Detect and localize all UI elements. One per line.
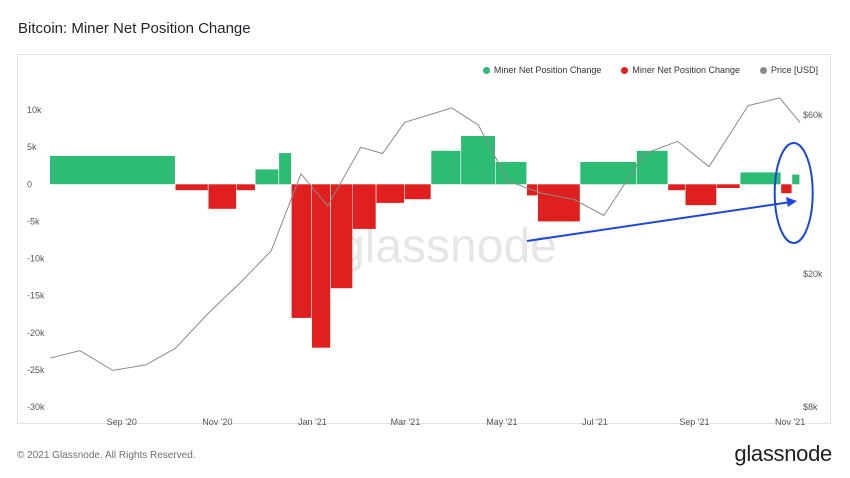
y-left-tick-label: -5k <box>27 216 40 226</box>
x-tick-label: May '21 <box>486 417 517 427</box>
bar-4 <box>255 169 279 185</box>
y-left-tick-label: 10k <box>27 105 42 115</box>
y-left-tick-label: -30k <box>27 402 45 412</box>
x-axis: Sep '20 Nov '20 Jan '21 Mar '21 May '21 Jul '… <box>107 417 806 427</box>
bar-7 <box>312 184 331 348</box>
bar-5 <box>279 153 292 185</box>
legend-label: Price [USD] <box>770 65 818 75</box>
bar-13 <box>461 136 495 185</box>
bar-6 <box>291 184 312 318</box>
y-left-tick-label: -10k <box>27 254 45 264</box>
annotation-ellipse <box>773 142 814 244</box>
annotations <box>526 142 814 244</box>
bar-3 <box>236 184 255 191</box>
price-line <box>49 97 801 371</box>
annotation-arrow-head-icon <box>785 197 797 207</box>
chart-title: Bitcoin: Miner Net Position Change <box>18 20 251 37</box>
legend-item-negative[interactable]: Miner Net Position Change <box>621 65 740 75</box>
bar-11 <box>404 184 431 200</box>
bar-series <box>50 136 800 348</box>
bar-17 <box>580 162 637 185</box>
bar-21 <box>716 184 740 188</box>
legend-item-price[interactable]: Price [USD] <box>759 65 818 75</box>
bar-19 <box>668 184 685 191</box>
bar-20 <box>685 184 717 206</box>
bar-16 <box>538 184 580 222</box>
bar-23 <box>781 184 792 194</box>
legend-label: Miner Net Position Change <box>632 65 740 75</box>
x-tick-label: Mar '21 <box>391 417 421 427</box>
y-left-tick-label: 5k <box>27 142 37 152</box>
bar-24 <box>792 174 800 185</box>
x-tick-label: Jul '21 <box>582 417 608 427</box>
bar-18 <box>636 150 668 185</box>
y-left-tick-label: -20k <box>27 328 45 338</box>
bar-1 <box>175 184 208 191</box>
x-tick-label: Sep '21 <box>679 417 709 427</box>
bar-0 <box>50 156 175 185</box>
chart-frame <box>17 54 831 424</box>
x-tick-label: Sep '20 <box>107 417 137 427</box>
y-right-tick-label: $8k <box>803 402 818 412</box>
bar-12 <box>431 150 461 185</box>
x-tick-label: Nov '21 <box>775 417 805 427</box>
legend-item-positive[interactable]: Miner Net Position Change <box>482 65 602 75</box>
bar-10 <box>376 184 404 203</box>
bar-14 <box>495 162 527 185</box>
legend-dot-icon <box>621 66 629 74</box>
y-right-tick-label: $60k <box>803 110 823 120</box>
y-axis-right: $60k $20k $8k <box>803 110 823 412</box>
brand-logo: glassnode <box>734 441 832 466</box>
bar-2 <box>208 184 237 209</box>
annotation-arrow <box>526 201 792 242</box>
x-tick-label: Jan '21 <box>298 417 327 427</box>
y-left-tick-label: 0 <box>27 179 32 189</box>
legend-dot-icon <box>759 66 767 74</box>
copyright: © 2021 Glassnode. All Rights Reserved. <box>17 450 196 461</box>
legend-label: Miner Net Position Change <box>493 65 602 75</box>
bar-8 <box>330 184 353 289</box>
bar-9 <box>352 184 376 229</box>
y-left-tick-label: -25k <box>27 365 45 375</box>
legend-dot-icon <box>482 66 490 74</box>
x-tick-label: Nov '20 <box>202 417 232 427</box>
y-axis-left: 10k 5k 0 -5k -10k -15k -20k -25k -30k <box>27 105 45 412</box>
y-right-tick-label: $20k <box>803 269 823 279</box>
y-left-tick-label: -15k <box>27 291 45 301</box>
legend: Miner Net Position Change Miner Net Posi… <box>482 65 818 75</box>
bar-22 <box>740 172 781 185</box>
